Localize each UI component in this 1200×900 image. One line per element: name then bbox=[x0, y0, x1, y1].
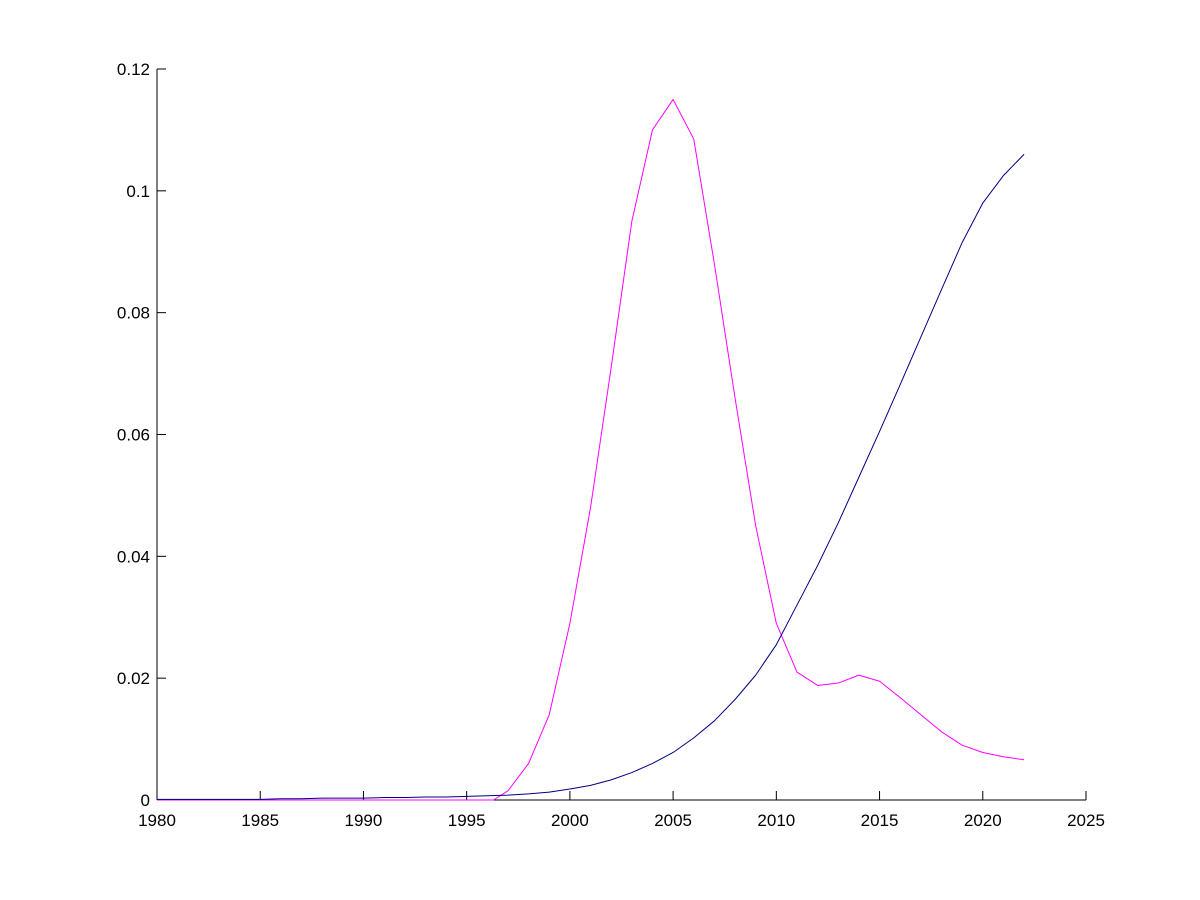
series-line-2 bbox=[157, 153, 1025, 800]
y-tick-label: 0.06 bbox=[117, 426, 150, 445]
x-tick-label: 1990 bbox=[345, 811, 383, 830]
x-tick-label: 2005 bbox=[654, 811, 692, 830]
y-tick-label: 0.08 bbox=[117, 304, 150, 323]
axes bbox=[156, 68, 1087, 801]
x-tick-label: 2020 bbox=[964, 811, 1002, 830]
y-tick-label: 0.12 bbox=[117, 60, 150, 79]
x-tick-label: 2025 bbox=[1067, 811, 1105, 830]
y-tick-label: 0 bbox=[141, 791, 150, 810]
y-tick-label: 0.1 bbox=[126, 182, 150, 201]
tick-labels: 1980 1985 1990 1995 2000 2005 2010 2015 2020 2025… bbox=[117, 60, 1105, 830]
x-tick-label: 1995 bbox=[448, 811, 486, 830]
y-tick-label: 0.04 bbox=[117, 547, 150, 566]
series-line-1 bbox=[157, 98, 1025, 801]
x-tick-label: 2010 bbox=[757, 811, 795, 830]
x-tick-label: 1985 bbox=[241, 811, 279, 830]
x-tick-label: 1980 bbox=[138, 811, 176, 830]
x-tick-label: 2015 bbox=[861, 811, 899, 830]
x-tick-label: 2000 bbox=[551, 811, 589, 830]
y-tick-label: 0.02 bbox=[117, 669, 150, 688]
series-layer bbox=[157, 98, 1025, 801]
